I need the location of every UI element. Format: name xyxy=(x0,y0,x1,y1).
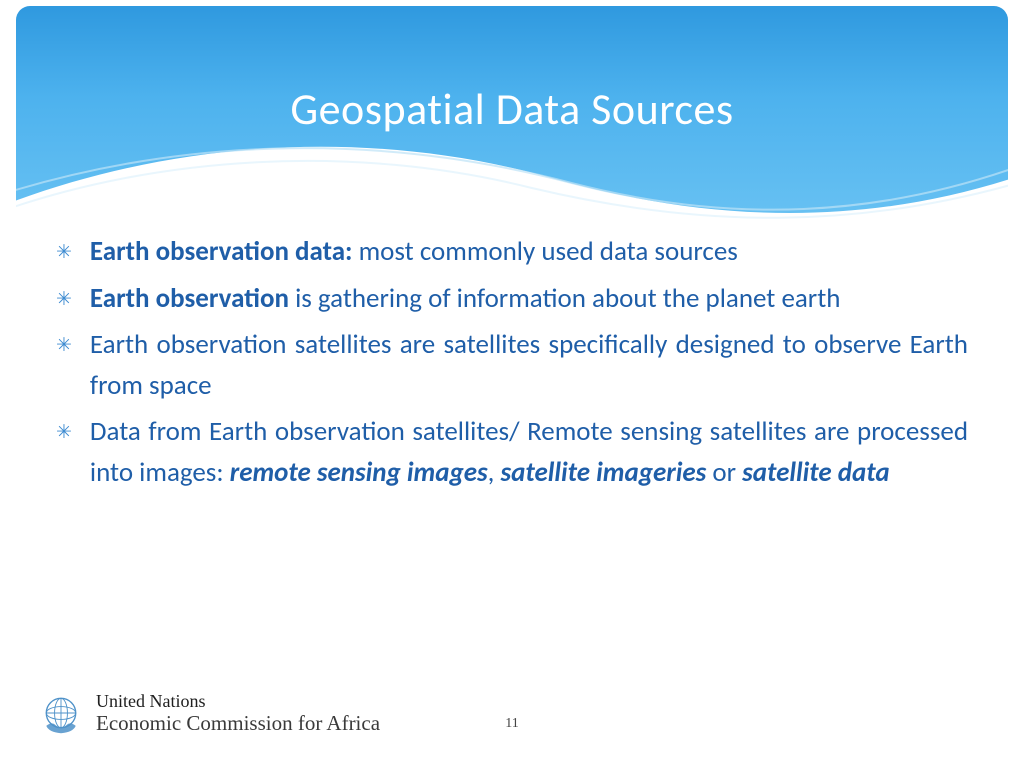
asterisk-icon: ✳ xyxy=(56,423,72,442)
footer-text: United Nations Economic Commission for A… xyxy=(96,691,380,736)
bullet-text: Earth observation data: most commonly us… xyxy=(90,232,968,273)
bullet-item: ✳ Earth observation data: most commonly u… xyxy=(56,232,968,273)
bullet-item: ✳ Data from Earth observation satellites/… xyxy=(56,412,968,493)
un-emblem-icon xyxy=(38,690,84,736)
bullet-item: ✳ Earth observation satellites are satell… xyxy=(56,325,968,406)
asterisk-icon: ✳ xyxy=(56,243,72,262)
footer-org-line1: United Nations xyxy=(96,691,380,712)
page-number: 11 xyxy=(505,716,518,732)
bullet-item: ✳ Earth observation is gathering of infor… xyxy=(56,279,968,320)
slide: Geospatial Data Sources ✳ Earth observati… xyxy=(0,0,1024,768)
footer-org-line2: Economic Commission for Africa xyxy=(96,711,380,735)
asterisk-icon: ✳ xyxy=(56,336,72,355)
slide-title: Geospatial Data Sources xyxy=(0,82,1024,136)
bullet-text: Data from Earth observation satellites/ … xyxy=(90,412,968,493)
bullet-text: Earth observation is gathering of inform… xyxy=(90,279,968,320)
bullet-text: Earth observation satellites are satelli… xyxy=(90,325,968,406)
asterisk-icon: ✳ xyxy=(56,290,72,309)
content-body: ✳ Earth observation data: most commonly u… xyxy=(56,232,968,499)
footer: United Nations Economic Commission for A… xyxy=(38,690,380,736)
